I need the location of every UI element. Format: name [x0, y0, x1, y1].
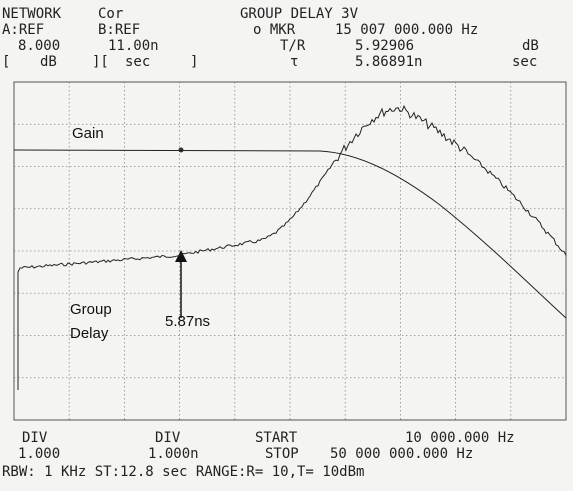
readout-text: B:REF	[98, 22, 140, 38]
grid	[13, 81, 567, 421]
readout-text: 11.00n	[108, 38, 159, 54]
readout-text: NETWORK	[2, 6, 62, 22]
readout-text: 5.86891n	[355, 54, 422, 70]
readout-text: dB	[40, 54, 57, 70]
readout-text: DIV	[155, 430, 181, 446]
readout-text: 1.000n	[148, 446, 199, 462]
readout-text: ]	[190, 54, 198, 70]
readout-text: sec	[512, 54, 537, 70]
readout-text: 50 000 000.000 Hz	[330, 446, 473, 462]
readout-text: 5.92906	[355, 38, 414, 54]
readout-text: DIV	[22, 430, 48, 446]
annotation: Delay	[70, 325, 109, 342]
readout-text: START	[255, 430, 298, 446]
readout-text: o MKR	[253, 22, 296, 38]
readout-text: dB	[522, 38, 539, 54]
annotation: 5.87ns	[165, 313, 210, 330]
readout-text: ][	[92, 54, 109, 70]
readout-text: STOP	[265, 446, 299, 462]
readout-text: τ	[290, 54, 298, 70]
annotation: Gain	[72, 125, 104, 142]
readout-text: Cor	[98, 6, 123, 22]
readout-text: sec	[125, 54, 150, 70]
readout-text: [	[2, 54, 10, 70]
readout-text: 8.000	[18, 38, 60, 54]
readout-text: 15 007 000.000 Hz	[335, 22, 478, 38]
gain-trace	[13, 149, 567, 319]
readout-text: GROUP DELAY 3V	[240, 6, 359, 22]
gain-marker	[178, 147, 184, 153]
marker-arrowhead	[175, 250, 187, 262]
annotation: Group	[70, 301, 112, 318]
readout-text: T/R	[280, 38, 306, 54]
readout-text: RBW: 1 KHz ST:12.8 sec RANGE:R= 10,T= 10…	[2, 464, 364, 480]
readout-text: 1.000	[18, 446, 60, 462]
group-delay-trace	[17, 104, 567, 390]
readout-text: 10 000.000 Hz	[405, 430, 515, 446]
readout-text: A:REF	[2, 22, 44, 38]
